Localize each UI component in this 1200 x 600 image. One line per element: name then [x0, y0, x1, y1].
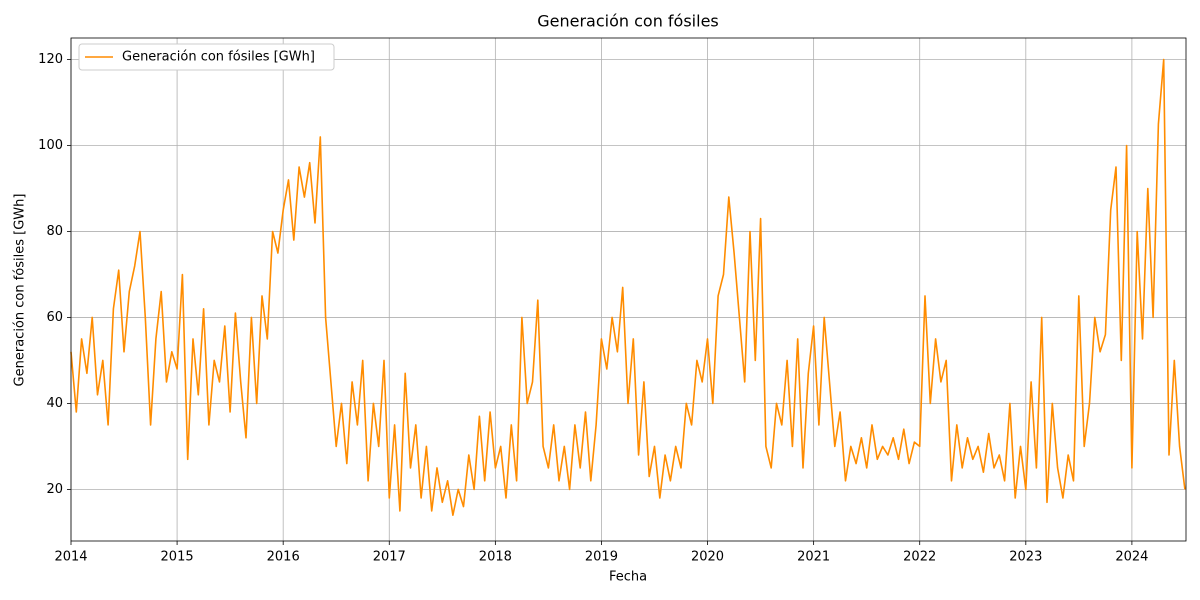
x-tick-label: 2022 [903, 550, 936, 565]
x-tick-label: 2018 [479, 550, 512, 565]
legend-label: Generación con fósiles [GWh] [122, 50, 315, 65]
y-tick-label: 60 [46, 310, 63, 325]
x-tick-label: 2024 [1115, 550, 1148, 565]
x-tick-label: 2020 [691, 550, 724, 565]
x-axis-label: Fecha [609, 570, 647, 585]
x-tick-label: 2014 [54, 550, 87, 565]
y-tick-label: 20 [46, 482, 63, 497]
y-axis-label: Generación con fósiles [GWh] [13, 194, 28, 387]
x-tick-label: 2017 [373, 550, 406, 565]
y-tick-label: 80 [46, 224, 63, 239]
x-tick-label: 2019 [585, 550, 618, 565]
x-tick-label: 2016 [267, 550, 300, 565]
y-tick-label: 100 [38, 138, 63, 153]
y-tick-label: 40 [46, 396, 63, 411]
legend-box [78, 43, 335, 71]
series-line [70, 58, 1186, 516]
plot-frame [70, 37, 1187, 542]
chart-title: Generación con fósiles [537, 12, 719, 31]
x-tick-label: 2021 [797, 550, 830, 565]
y-tick-label: 120 [38, 52, 63, 67]
x-tick-label: 2015 [161, 550, 194, 565]
x-tick-label: 2023 [1009, 550, 1042, 565]
